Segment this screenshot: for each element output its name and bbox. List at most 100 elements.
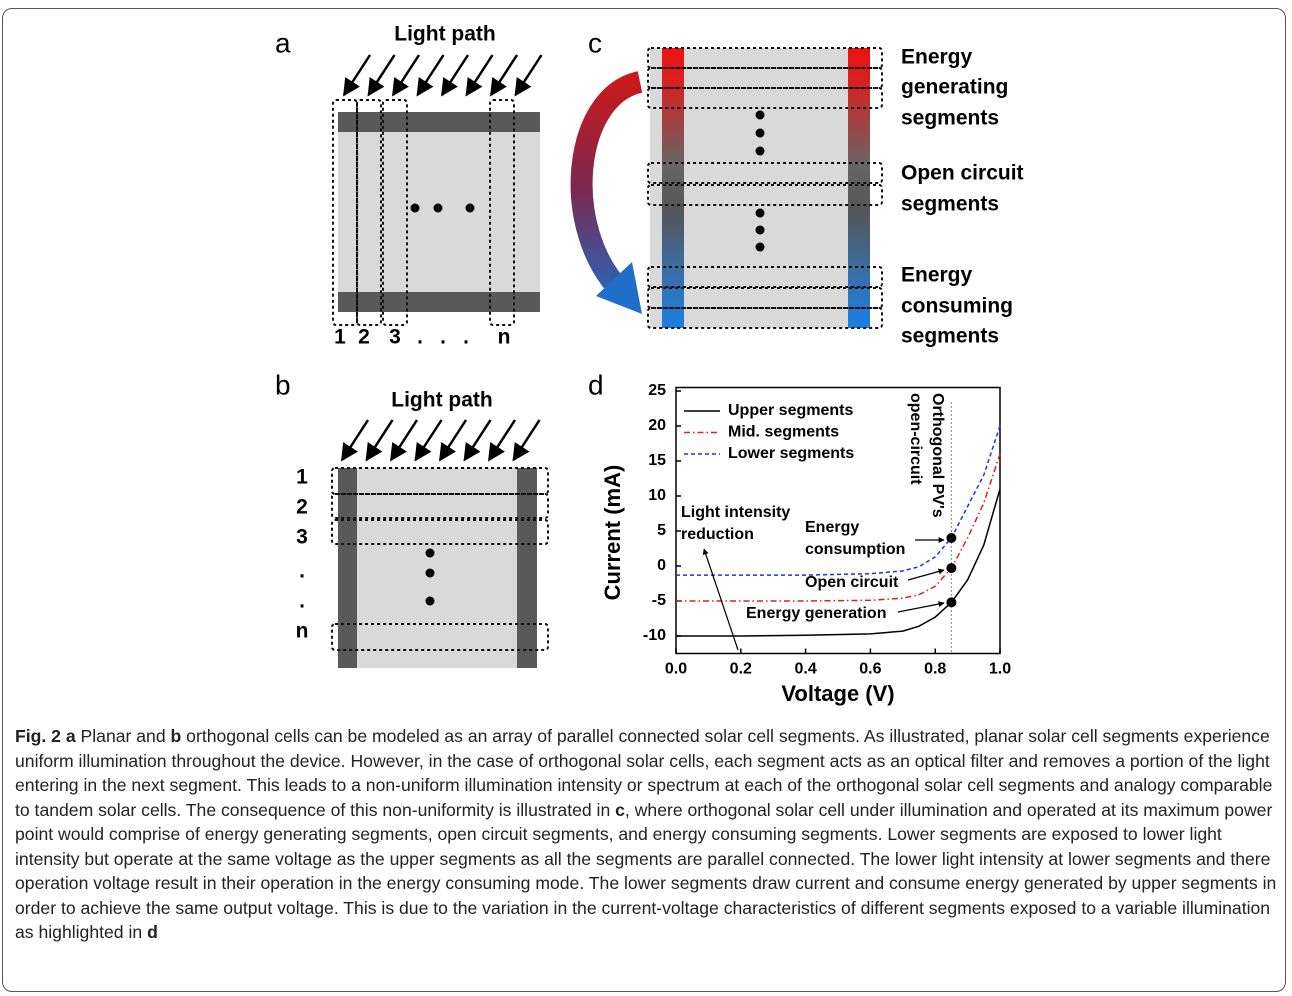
arrow-head — [596, 262, 642, 314]
y-tick-label: -5 — [652, 592, 666, 609]
figure-frame — [2, 8, 1286, 992]
electrode — [662, 48, 684, 328]
annotation: Light intensity — [681, 504, 790, 521]
y-tick-label: 10 — [648, 487, 666, 504]
operating-point — [946, 563, 957, 574]
caption-label: Fig. 2 — [15, 726, 61, 746]
annotation: Energy — [805, 519, 859, 536]
segment-label: 1 — [334, 326, 346, 349]
iv-curve — [676, 488, 1001, 637]
segment-group-label: generating — [901, 76, 1008, 99]
caption-ref: a — [65, 726, 76, 746]
operating-point — [946, 533, 957, 543]
segment-label: 3 — [296, 526, 308, 549]
dot — [465, 203, 475, 213]
segment-label: n — [296, 620, 309, 643]
caption-text: , where orthogonal solar cell under illu… — [15, 799, 1277, 943]
annotation-arrow — [702, 548, 739, 651]
y-tick-label: 20 — [648, 417, 666, 434]
dot — [755, 110, 765, 120]
caption-ref: b — [170, 726, 182, 746]
light-arrow — [440, 54, 470, 97]
electrode — [517, 468, 537, 668]
panel-c: c Energy generating segments Open circuit se… — [570, 27, 1024, 348]
dashed-segment — [331, 519, 549, 545]
segment-label: . — [299, 590, 305, 613]
dashed-segment — [647, 47, 883, 69]
x-axis-title: Voltage (V) — [781, 681, 894, 706]
annotation: Open circuit — [805, 574, 899, 591]
dashed-segment — [331, 623, 549, 651]
dot — [433, 203, 443, 213]
caption-text: Planar and — [75, 726, 171, 746]
electrode — [338, 112, 540, 132]
y-tick-label: 25 — [648, 382, 666, 399]
x-tick-label: 0.2 — [730, 661, 752, 678]
light-arrow — [416, 54, 445, 97]
dashed-segment — [382, 99, 408, 326]
caption-text: orthogonal cells can be modeled as an ar… — [15, 726, 1273, 820]
panel-label: b — [275, 369, 291, 400]
dashed-segment — [647, 87, 883, 109]
light-arrow — [414, 419, 443, 462]
open-circuit-label: open-circuit — [907, 393, 924, 485]
segment-group-label: Energy — [901, 46, 973, 69]
y-tick-label: 0 — [657, 557, 666, 574]
annotation: consumption — [805, 541, 905, 558]
light-arrow — [487, 419, 517, 462]
x-tick-label: 0.0 — [665, 661, 687, 678]
dot — [410, 203, 420, 213]
dot — [755, 208, 765, 218]
light-path-label: Light path — [391, 389, 492, 412]
y-tick-label: 5 — [657, 522, 666, 539]
segment-label: . — [299, 560, 305, 583]
dashed-segment — [647, 266, 883, 288]
light-arrow — [342, 54, 372, 97]
dashed-segment — [647, 67, 883, 89]
dot — [755, 128, 765, 138]
segment-label: . — [417, 326, 423, 349]
cell — [338, 468, 537, 668]
iv-curve — [676, 453, 1001, 602]
light-arrow — [340, 419, 370, 462]
caption-ref: c — [615, 799, 625, 820]
panel-label: c — [588, 27, 602, 58]
x-tick-label: 1.0 — [989, 661, 1011, 678]
segment-label: 3 — [389, 326, 401, 349]
annotation-arrow — [897, 601, 945, 613]
y-tick-label: -10 — [643, 627, 666, 644]
light-arrow — [389, 419, 419, 462]
caption-ref: d — [147, 922, 158, 942]
x-tick-label: 0.4 — [794, 661, 816, 678]
light-arrow — [465, 54, 494, 97]
light-arrow — [365, 419, 394, 462]
open-circuit-label: Orthogonal PV's — [929, 393, 946, 518]
dashed-segment — [647, 162, 883, 184]
electrode — [848, 48, 870, 328]
panel-label: a — [275, 27, 291, 58]
dashed-segment — [489, 99, 515, 326]
light-arrow — [463, 419, 492, 462]
light-arrow — [489, 54, 519, 97]
dot — [755, 242, 765, 252]
panel-b: b Light path 1 2 3.. n — [275, 369, 549, 668]
dashed-segment — [356, 99, 382, 326]
dashed-segment — [647, 307, 883, 329]
segment-label: . — [440, 326, 446, 349]
iv-curve — [676, 425, 1001, 576]
segment-group-label: segments — [901, 325, 999, 348]
light-arrow — [514, 54, 543, 97]
segment-group-label: consuming — [901, 295, 1013, 318]
plot-frame — [675, 386, 1001, 655]
light-arrow — [367, 54, 396, 97]
caption: Fig. 2 a Planar and b orthogonal cells c… — [15, 724, 1277, 945]
light-arrow — [512, 419, 541, 462]
dot — [425, 568, 435, 578]
annotation: reduction — [681, 526, 754, 543]
segment-group-label: Open circuit — [901, 162, 1024, 185]
annotation: Energy generation — [746, 605, 886, 622]
legend-label: Upper segments — [728, 402, 853, 419]
panel-d: d -10 -5 0 5 10 15 20 25 0.0 0.2 0.4 0.6 0.8 1.0 Volta… — [588, 369, 1011, 705]
